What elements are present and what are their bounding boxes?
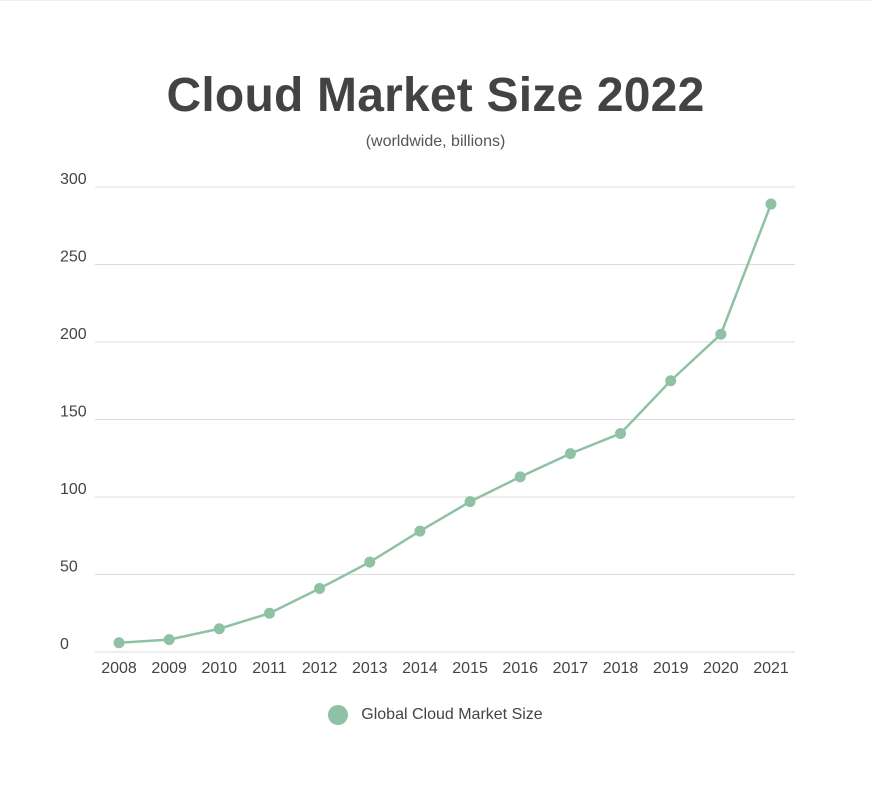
data-point-2011[interactable] [263,607,275,619]
data-point-2008[interactable] [113,637,125,649]
x-tick-label-2008: 2008 [101,660,137,677]
y-tick-label-50: 50 [60,559,78,576]
y-tick-label-200: 200 [60,326,87,343]
data-point-2014[interactable] [414,525,426,537]
data-point-2019[interactable] [665,375,677,387]
chart-subtitle: (worldwide, billions) [365,133,506,150]
y-tick-label-250: 250 [60,249,87,266]
data-point-2018[interactable] [615,427,627,439]
x-tick-label-2017: 2017 [553,660,589,677]
y-tick-label-150: 150 [60,404,87,421]
x-tick-label-2021: 2021 [753,660,789,677]
x-tick-label-2019: 2019 [653,660,689,677]
y-tick-label-100: 100 [60,481,87,498]
data-point-2017[interactable] [564,448,576,460]
legend-label: Global Cloud Market Size [361,706,543,723]
y-axis-tick-labels: 0 50 100 150 200 250 300 [60,171,87,653]
x-tick-label-2011: 2011 [252,660,287,677]
data-point-2015[interactable] [464,496,476,508]
data-point-2013[interactable] [364,556,376,568]
gridlines [95,186,795,653]
x-tick-label-2016: 2016 [502,660,538,677]
series-group [113,198,777,649]
x-tick-label-2015: 2015 [452,660,488,677]
data-point-2012[interactable] [314,582,326,594]
x-tick-label-2014: 2014 [402,660,438,677]
x-tick-label-2012: 2012 [302,660,338,677]
data-point-2020[interactable] [715,328,727,340]
legend-item: Global Cloud Market Size [328,705,543,725]
series-line [117,202,773,644]
y-tick-label-0: 0 [60,636,69,653]
x-tick-label-2013: 2013 [352,660,388,677]
chart-title: Cloud Market Size 2022 [166,69,705,122]
x-tick-label-2010: 2010 [202,660,238,677]
y-tick-label-300: 300 [60,171,87,188]
x-tick-label-2020: 2020 [703,660,739,677]
data-point-2016[interactable] [514,471,526,483]
x-tick-label-2018: 2018 [603,660,639,677]
legend: Global Cloud Market Size [0,705,871,725]
x-axis-tick-labels: 2008 2009 2010 2011 2012 2013 2014 2015 2016 2017… [101,660,789,677]
data-point-2009[interactable] [163,634,175,646]
legend-swatch-icon [328,705,349,725]
x-tick-label-2009: 2009 [151,660,187,677]
data-point-2021[interactable] [765,198,777,210]
data-point-2010[interactable] [213,623,225,635]
